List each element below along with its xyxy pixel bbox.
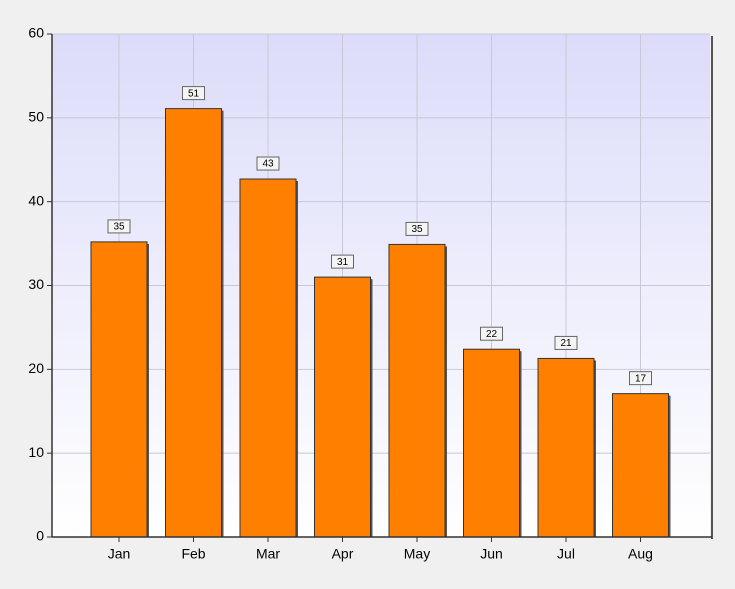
bar (388, 243, 446, 538)
value-label-box (256, 156, 280, 171)
value-label: 31 (337, 257, 349, 268)
value-label: 35 (411, 224, 423, 235)
bar (90, 241, 148, 538)
x-tick-label: May (404, 546, 430, 562)
value-label-box (554, 335, 578, 350)
y-tick-label: 50 (28, 109, 44, 125)
x-tick-label: Aug (628, 546, 653, 562)
value-label-box (182, 86, 205, 101)
value-label-box (405, 221, 429, 236)
x-tick-label: Jul (557, 546, 575, 562)
bar (612, 393, 669, 538)
value-label: 51 (188, 88, 200, 99)
value-label-box (331, 254, 354, 269)
value-label-box (629, 371, 652, 386)
bar (537, 357, 595, 538)
x-tick-label: Jun (480, 546, 503, 562)
value-label-box (480, 326, 503, 341)
value-label: 22 (486, 329, 498, 340)
y-tick-label: 0 (36, 528, 44, 544)
x-tick-label: Feb (181, 546, 205, 562)
value-label-box (107, 219, 131, 234)
bar (239, 178, 297, 538)
y-tick-label: 40 (28, 192, 44, 208)
y-tick-label: 60 (28, 25, 44, 41)
value-label: 35 (113, 222, 125, 233)
y-tick-label: 20 (28, 360, 44, 376)
value-label: 43 (262, 159, 274, 170)
y-tick-label: 30 (28, 276, 44, 292)
bar (165, 108, 222, 538)
bar (314, 276, 371, 538)
bar (463, 348, 520, 538)
x-tick-label: Jan (108, 546, 131, 562)
value-label: 17 (635, 373, 647, 384)
x-tick-label: Apr (332, 546, 354, 562)
y-tick-label: 10 (28, 444, 44, 460)
value-label: 21 (560, 338, 572, 349)
x-tick-label: Mar (256, 546, 280, 562)
